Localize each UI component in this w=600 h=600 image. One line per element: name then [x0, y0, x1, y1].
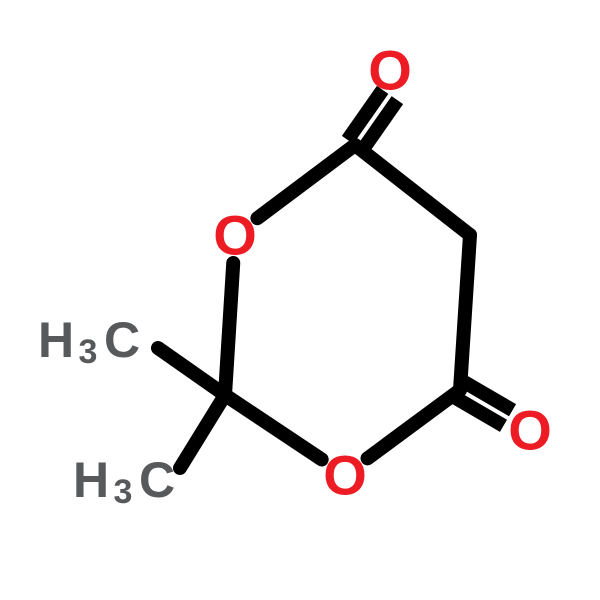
bonds [225, 145, 470, 459]
substituent-bonds [158, 348, 225, 468]
oxygen-atom: O [213, 204, 257, 267]
svg-text:3: 3 [79, 333, 98, 371]
svg-text:H: H [73, 452, 109, 508]
oxygen-atom: O [508, 399, 552, 462]
double-bonds [348, 90, 513, 426]
chemical-structure-diagram: OOOOH3CH3C [0, 0, 600, 600]
svg-text:3: 3 [114, 473, 133, 511]
methyl-group: H3C [38, 312, 140, 371]
oxygen-atom: O [368, 39, 412, 102]
svg-text:C: C [104, 312, 140, 368]
methyl-group: H3C [73, 452, 175, 511]
svg-text:H: H [38, 312, 74, 368]
svg-text:C: C [139, 452, 175, 508]
oxygen-atom: O [323, 444, 367, 507]
